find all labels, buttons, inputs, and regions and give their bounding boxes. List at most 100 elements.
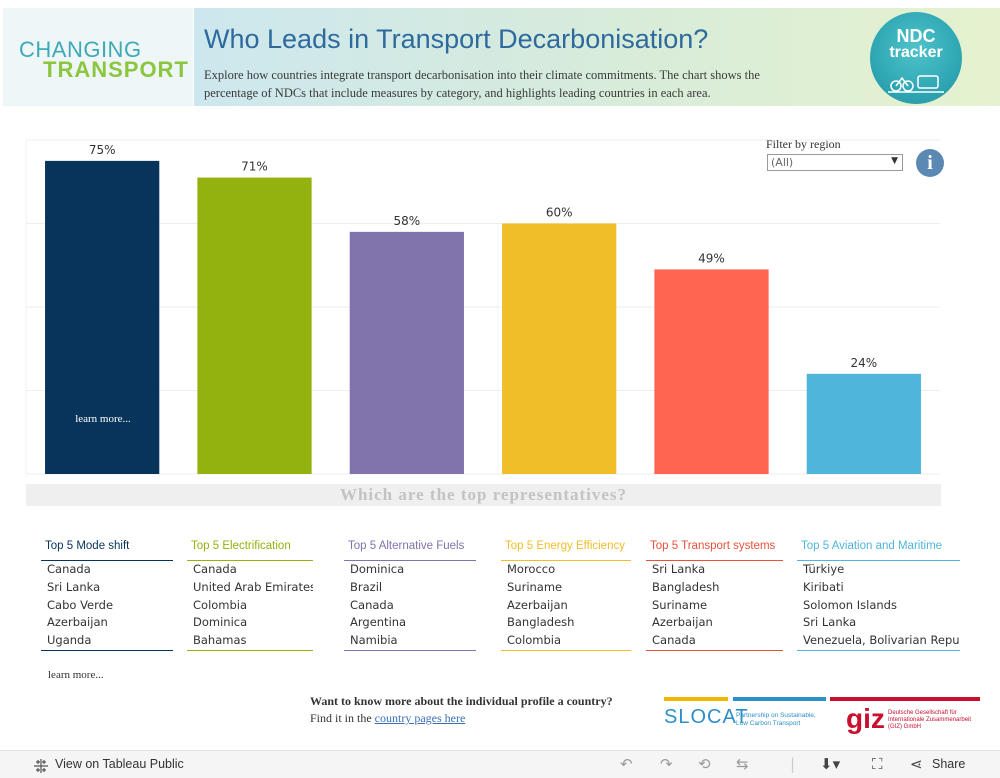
badge-line2: tracker <box>889 44 943 61</box>
list-item[interactable]: Kiribati <box>803 579 844 594</box>
region-filter-value: (All) <box>771 156 794 169</box>
top-list-header: Top 5 Electrification <box>187 538 313 561</box>
list-item[interactable]: Canada <box>193 562 237 576</box>
changing-transport-logo[interactable]: CHANGING TRANSPORT <box>3 8 193 106</box>
logo-line2: TRANSPORT <box>43 57 189 82</box>
bar-value-label: 71% <box>241 160 268 174</box>
bar-electrification[interactable] <box>197 177 312 474</box>
find-prefix: Find it in the <box>310 711 375 725</box>
bar-mode-shift[interactable] <box>45 160 160 474</box>
slocat-logo[interactable]: SLOCAT <box>664 706 749 728</box>
region-filter-select[interactable]: (All) ▼ <box>767 154 903 171</box>
list-item[interactable]: Azerbaijan <box>47 615 108 630</box>
profile-find-text: Find it in the country pages here <box>310 711 465 726</box>
list-item[interactable]: Venezuela, Bolivarian Republic <box>803 633 960 648</box>
revert-icon[interactable]: ⟲ <box>698 755 711 773</box>
toolbar-divider: | <box>790 755 796 773</box>
list-item[interactable]: Azerbaijan <box>507 597 568 612</box>
giz-logo[interactable]: giz <box>846 703 885 734</box>
chart-grid <box>25 139 940 475</box>
top-list-header: Top 5 Aviation and Maritime <box>797 538 960 561</box>
list-item[interactable]: Bangladesh <box>652 579 720 594</box>
partner-bar-blue <box>733 697 826 701</box>
download-icon[interactable]: ⬇▾ <box>820 755 841 773</box>
section-heading: Which are the top representatives? <box>26 484 941 506</box>
list-item[interactable]: Sri Lanka <box>803 615 857 630</box>
top-list-column: Top 5 Mode shift Canada Sri Lanka Cabo Verd… <box>41 538 173 651</box>
list-item[interactable]: Argentina <box>350 615 407 630</box>
list-item[interactable]: Namibia <box>350 633 398 648</box>
top-list: Morocco Suriname Azerbaijan Bangladesh Colom… <box>501 561 631 651</box>
learn-more-link[interactable]: learn more... <box>48 669 104 681</box>
list-item[interactable]: Suriname <box>652 597 708 612</box>
top-list-header: Top 5 Alternative Fuels <box>344 538 476 561</box>
top-list: Canada Sri Lanka Cabo Verde Azerbaijan Ugand… <box>41 561 173 651</box>
top-list-column: Top 5 Alternative Fuels Dominica Brazil Can… <box>344 538 476 651</box>
chevron-down-icon: ▼ <box>891 156 898 166</box>
info-icon[interactable]: i <box>916 149 944 177</box>
view-on-tableau-link[interactable]: View on Tableau Public <box>55 757 184 771</box>
list-item[interactable]: Canada <box>652 633 696 648</box>
bar-energy-efficiency[interactable] <box>502 223 617 475</box>
list-item[interactable]: Morocco <box>507 562 556 576</box>
filter-label: Filter by region <box>766 137 841 151</box>
tableau-footer: View on Tableau Public ↶ ↷ ⟲ ⇆ | ⬇▾ ⛶ ⋖ … <box>0 750 1000 778</box>
list-item[interactable]: Azerbaijan <box>652 615 713 630</box>
ndc-tracker-badge[interactable]: NDC tracker <box>870 12 962 104</box>
share-icon[interactable]: ⋖ <box>910 755 923 773</box>
bar-value-label: 24% <box>850 356 877 370</box>
slocat-subtitle: Partnership on Sustainable, Low Carbon T… <box>736 712 816 727</box>
refresh-icon[interactable]: ⇆ <box>736 755 749 773</box>
undo-icon[interactable]: ↶ <box>620 755 633 773</box>
top-list-column: Top 5 Transport systems Sri Lanka Banglade… <box>646 538 783 651</box>
chart-value-labels: 75% 71% 58% 60% 49% 24% <box>89 143 877 370</box>
list-item[interactable]: Colombia <box>507 633 562 648</box>
ndc-measures-bar-chart: 75% 71% 58% 60% 49% 24% <box>25 139 940 475</box>
page-title: Who Leads in Transport Decarbonisation? <box>204 24 709 54</box>
profile-question: Want to know more about the individual p… <box>310 694 613 708</box>
top-list-column: Top 5 Energy Efficiency Morocco Suriname Az… <box>501 538 631 651</box>
list-item[interactable]: Colombia <box>193 597 248 612</box>
title-banner: Who Leads in Transport Decarbonisation? … <box>194 8 1000 106</box>
top-list-column: Top 5 Aviation and Maritime Türkiye Kiriba… <box>797 538 960 651</box>
top-list: Türkiye Kiribati Solomon Islands Sri Lanka V… <box>797 561 960 651</box>
logo-line1: CHANGING <box>19 37 142 62</box>
list-item[interactable]: Canada <box>350 597 394 612</box>
bar-alternative-fuels[interactable] <box>349 231 464 474</box>
list-item[interactable]: Sri Lanka <box>47 579 101 594</box>
list-item[interactable]: Brazil <box>350 579 383 594</box>
bar-learn-more-link[interactable]: learn more... <box>75 413 131 425</box>
list-item[interactable]: Dominica <box>350 562 405 576</box>
top-list-header: Top 5 Transport systems <box>646 538 783 561</box>
bar-value-label: 75% <box>89 143 116 157</box>
partner-bar-yellow <box>664 697 728 701</box>
top-list-header: Top 5 Mode shift <box>41 538 173 561</box>
list-item[interactable]: Sri Lanka <box>652 562 706 576</box>
list-item[interactable]: Suriname <box>507 579 563 594</box>
top-list: Dominica Brazil Canada Argentina Namibia <box>344 561 476 651</box>
list-item[interactable]: Bahamas <box>193 633 247 648</box>
list-item[interactable]: Türkiye <box>803 562 845 576</box>
list-item[interactable]: Bangladesh <box>507 615 575 630</box>
bar-aviation-and-maritime[interactable] <box>806 373 921 474</box>
tableau-icon <box>34 759 48 773</box>
list-item[interactable]: Dominica <box>193 615 248 630</box>
badge-line1: NDC <box>896 26 936 46</box>
bar-value-label: 49% <box>698 251 725 265</box>
country-pages-link[interactable]: country pages here <box>374 711 466 725</box>
page-subtitle: Explore how countries integrate transpor… <box>204 68 760 100</box>
list-item[interactable]: Uganda <box>47 633 92 648</box>
share-button[interactable]: Share <box>932 757 966 771</box>
transport-icons-icon <box>888 75 944 93</box>
list-item[interactable]: Canada <box>47 562 91 576</box>
top-list-header: Top 5 Energy Efficiency <box>501 538 631 561</box>
top-list-column: Top 5 Electrification Canada United Arab E… <box>187 538 313 651</box>
bar-transport-systems[interactable] <box>654 269 769 474</box>
fullscreen-icon[interactable]: ⛶ <box>872 755 883 773</box>
list-item[interactable]: Solomon Islands <box>803 597 897 612</box>
list-item[interactable]: United Arab Emirates <box>193 579 313 594</box>
giz-subtitle: Deutsche Gesellschaft für Internationale… <box>888 710 972 730</box>
list-item[interactable]: Cabo Verde <box>47 597 114 612</box>
header: CHANGING TRANSPORT Who Leads in Transpor… <box>0 8 1000 108</box>
redo-icon[interactable]: ↷ <box>660 755 673 773</box>
